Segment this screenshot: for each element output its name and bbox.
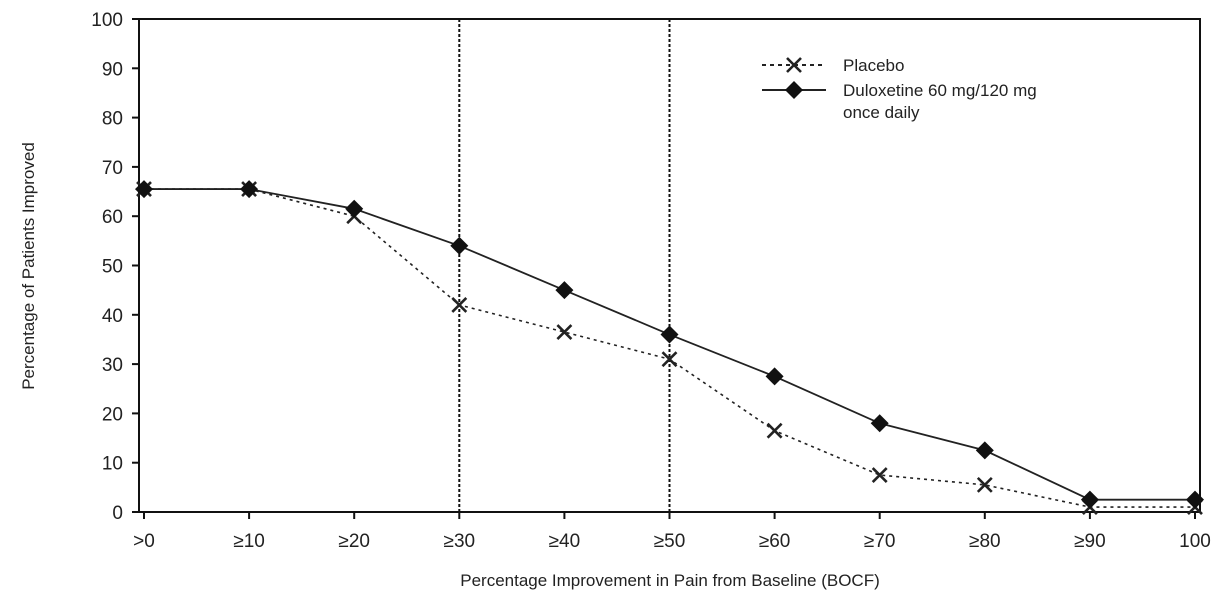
x-tick-label: 100 — [1179, 531, 1211, 552]
x-axis-label: Percentage Improvement in Pain from Base… — [460, 571, 880, 590]
x-tick-label: ≥90 — [1074, 531, 1106, 552]
duloxetine-point — [1186, 490, 1204, 509]
legend-duloxetine-label-line2: once daily — [843, 103, 920, 122]
duloxetine-point — [240, 180, 259, 199]
y-axis-label: Percentage of Patients Improved — [19, 142, 38, 390]
legend: Placebo Duloxetine 60 mg/120 mg once dai… — [762, 56, 1037, 122]
y-tick-label: 90 — [102, 59, 123, 80]
x-tick-label: ≥10 — [233, 531, 265, 552]
x-tick-label: ≥60 — [759, 531, 791, 552]
placebo-point — [451, 297, 468, 313]
duloxetine-point — [870, 414, 889, 433]
reference-lines — [458, 19, 671, 512]
y-tick-label: 70 — [102, 158, 123, 179]
placebo-point — [976, 476, 993, 493]
y-axis: 0 10 20 30 40 50 60 70 80 90 100 — [91, 10, 139, 524]
y-tick-label: 60 — [102, 207, 123, 228]
y-tick-label: 20 — [102, 404, 123, 425]
x-tick-label: ≥30 — [444, 531, 476, 552]
placebo-point — [871, 467, 888, 483]
legend-duloxetine-marker — [785, 81, 803, 99]
duloxetine-point — [1080, 490, 1099, 509]
y-tick-label: 30 — [102, 355, 123, 376]
placebo-point — [556, 324, 573, 340]
y-tick-label: 100 — [91, 10, 123, 31]
legend-placebo-label: Placebo — [843, 56, 904, 75]
placebo-point — [661, 351, 678, 368]
x-tick-label: >0 — [133, 531, 155, 552]
duloxetine-point — [765, 367, 784, 386]
x-tick-label: ≥20 — [338, 531, 370, 552]
placebo-point — [766, 422, 783, 439]
x-tick-label: ≥40 — [549, 531, 581, 552]
legend-duloxetine-label-line1: Duloxetine 60 mg/120 mg — [843, 81, 1037, 100]
y-tick-label: 40 — [102, 306, 123, 327]
x-tick-label: ≥80 — [969, 531, 1001, 552]
x-axis: >0 ≥10 ≥20 ≥30 ≥40 ≥50 ≥60 ≥70 ≥80 ≥90 100 — [133, 512, 1211, 552]
x-tick-label: ≥50 — [654, 531, 686, 552]
duloxetine-point — [135, 180, 153, 199]
series-layer — [135, 180, 1204, 515]
y-tick-label: 10 — [102, 454, 123, 475]
duloxetine-point — [450, 236, 469, 255]
duloxetine-point — [975, 441, 994, 460]
x-tick-label: ≥70 — [864, 531, 896, 552]
y-tick-label: 50 — [102, 257, 123, 278]
legend-placebo-marker — [786, 57, 802, 73]
y-tick-label: 0 — [112, 503, 123, 524]
duloxetine-point — [555, 281, 574, 300]
duloxetine-point — [345, 199, 364, 218]
y-tick-label: 80 — [102, 109, 123, 130]
duloxetine-point — [660, 325, 679, 344]
